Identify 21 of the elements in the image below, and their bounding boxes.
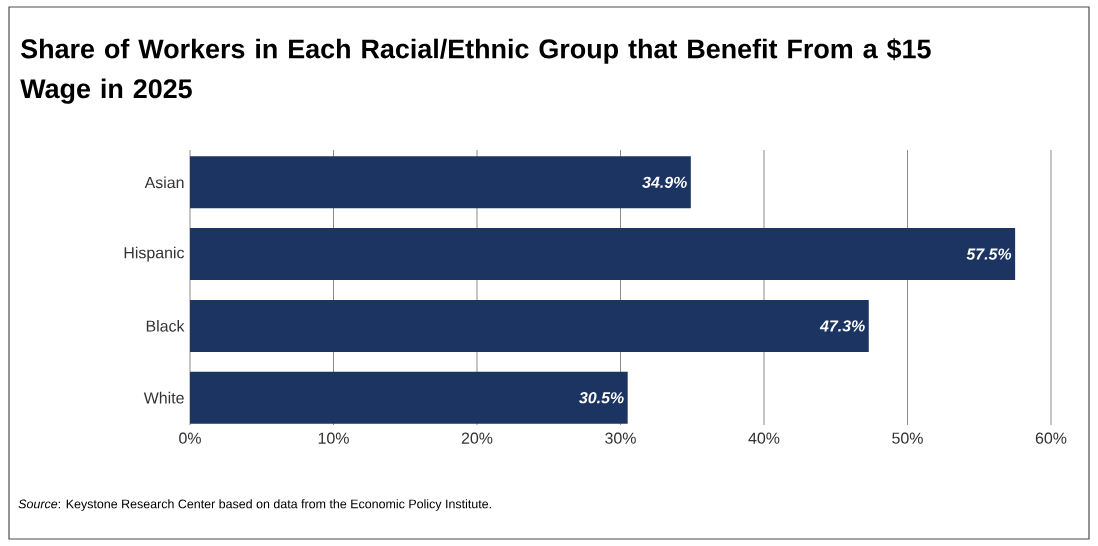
y-tick-label: Black — [146, 320, 185, 332]
x-tick-label: 30% — [605, 432, 636, 444]
x-tick-label: 10% — [318, 432, 349, 444]
x-tick-label: 0% — [179, 432, 201, 444]
x-tick-label: 50% — [892, 432, 923, 444]
text: Source: Keystone Research Center based on data from the Economic Policy Institute. — [18, 499, 491, 511]
bar — [190, 299, 869, 352]
data-label: 34.9% — [642, 176, 687, 188]
x-tick-label: 20% — [461, 432, 493, 444]
data-label: 30.5% — [579, 392, 624, 404]
x-tick-label: 40% — [748, 432, 780, 444]
x-tick-label: 60% — [1035, 432, 1067, 444]
y-tick-label: White — [143, 391, 184, 404]
bar — [190, 228, 1016, 281]
y-tick-label: Hispanic — [124, 246, 185, 262]
y-tick-label: Asian — [144, 176, 184, 189]
bar — [190, 371, 628, 424]
bar — [190, 156, 691, 209]
chart-title: Share of Workers in Each Racial/Ethnic Group that Benefit From a $15 Wage in 2025 — [20, 38, 931, 104]
data-label: 57.5% — [966, 248, 1012, 260]
data-label: 47.3% — [819, 320, 865, 332]
